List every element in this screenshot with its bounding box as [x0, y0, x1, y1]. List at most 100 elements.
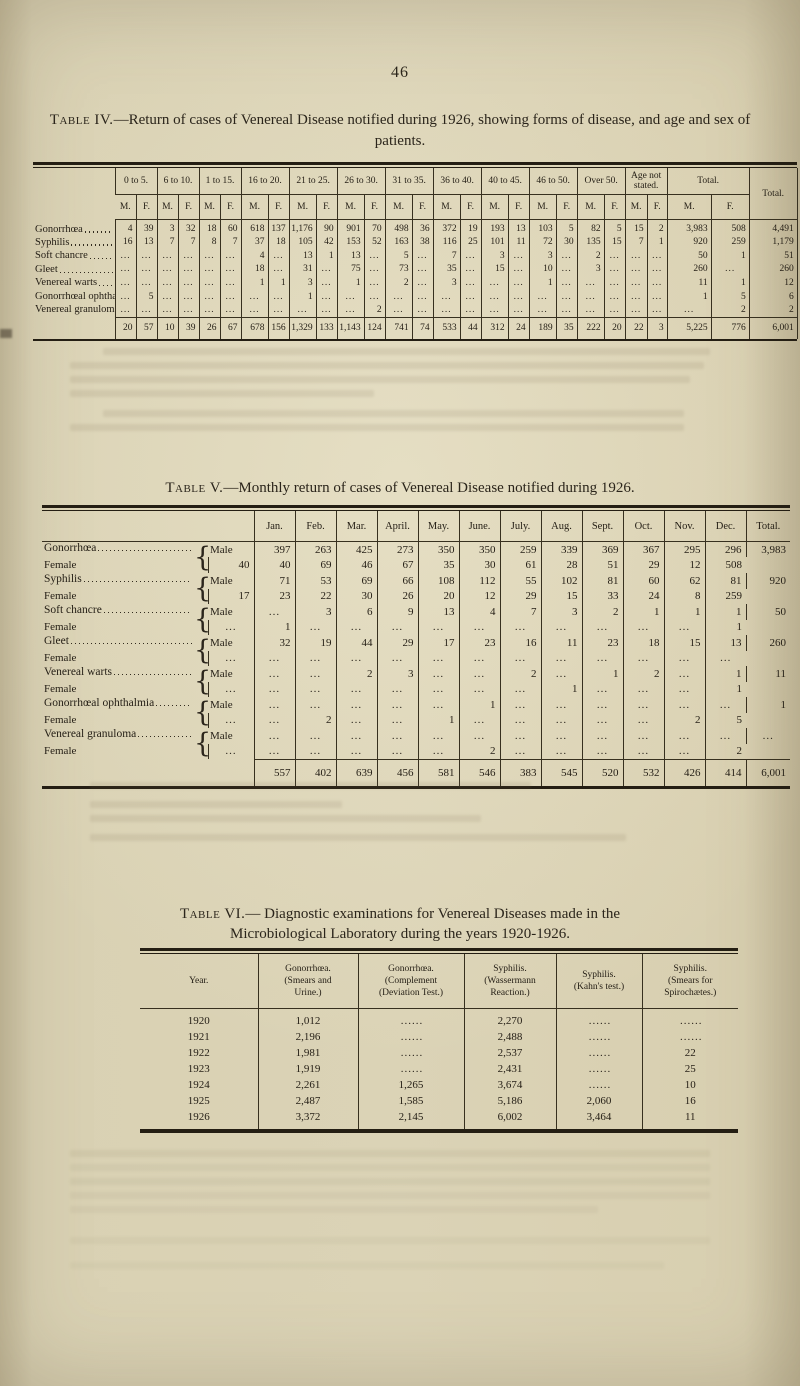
t5-male-label: Male	[210, 698, 233, 711]
t5-row-label: Syphilis	[42, 573, 194, 585]
t5-cell: 24	[622, 588, 664, 604]
t5-female-label: Female	[44, 559, 77, 572]
t4-cell: ...	[156, 289, 179, 304]
t4-cell: 1	[528, 276, 557, 290]
t4-cell: 1	[710, 249, 750, 263]
t4-cell: ...	[219, 303, 242, 318]
table4-sex-header-row: M. F. M. F. M. F. M. F. M. F. M. F. M. F. M. F. M. F. M. F.…	[33, 194, 797, 220]
t5-cell: ...	[663, 697, 705, 713]
t4-cell: ...	[480, 303, 509, 318]
t4-female-header: F.	[177, 194, 200, 220]
t4-cell: 3	[576, 262, 605, 277]
t4-cell: ...	[555, 303, 578, 318]
t5-cell: 2	[335, 666, 377, 682]
t5-row-label-text: Gonorrhœa	[44, 542, 97, 554]
t4-row-label: Venereal granuloma	[33, 303, 115, 316]
t4-cell: 19	[459, 219, 482, 236]
t4-age-group-header: 21 to 25.	[288, 168, 338, 195]
t4-cell: 25	[459, 235, 482, 250]
t5-brace: {	[194, 573, 208, 604]
t5-cell: 2	[704, 743, 746, 759]
t6-column-header: Year.	[140, 954, 258, 1009]
t5-cell: ...	[663, 666, 705, 682]
t5-cell: 15	[663, 635, 705, 651]
t5-cell: ...	[253, 728, 295, 744]
t4-cell: 50	[666, 249, 712, 263]
t5-cell: ...	[458, 619, 500, 635]
t4-column-total: 20	[603, 316, 626, 339]
t4-cell: 2	[363, 303, 386, 318]
t4-cell: ...	[603, 303, 626, 318]
t5-cell: ...	[294, 697, 336, 713]
t5-cell: ...	[663, 728, 705, 744]
t4-row-grand-total: 6	[748, 289, 798, 304]
t5-cell: ...	[253, 743, 295, 759]
t5-column-total: 383	[499, 758, 541, 786]
t5-cell: 263	[294, 541, 336, 558]
t5-cell: ...	[499, 619, 541, 635]
table6-title-line2: Microbiological Laboratory during the ye…	[230, 926, 570, 942]
t5-month-header: Nov.	[663, 511, 705, 542]
t5-row-label-text: Gleet	[44, 635, 69, 647]
t4-cell: ...	[459, 262, 482, 277]
t4-age-group-header: 40 to 45.	[480, 168, 530, 195]
t6-count-cell: ......	[357, 1008, 464, 1029]
t4-female-header: F.	[459, 194, 482, 220]
t5-cell: 11	[540, 635, 582, 651]
t4-cell: ...	[156, 276, 179, 290]
t5-cell: 339	[540, 541, 582, 558]
t5-cell: ...	[207, 650, 254, 666]
leader-dots	[89, 257, 113, 260]
t4-cell: ...	[411, 249, 434, 263]
t5-cell: ...	[253, 697, 295, 713]
t4-column-total: 44	[459, 316, 482, 339]
t5-cell: ...	[294, 728, 336, 744]
t4-disease-row: Gonorrhœal ophthalmia...5...............…	[33, 289, 798, 304]
t5-cell: ...	[294, 743, 336, 759]
t4-column-total: 533	[432, 316, 461, 339]
t4-cell: 508	[710, 219, 750, 236]
t4-row-label: Gleet	[33, 263, 115, 276]
t5-cell: 112	[458, 573, 500, 589]
t4-age-group-header: Total.	[666, 168, 750, 195]
t4-cell: ...	[459, 276, 482, 290]
t4-cell: ...	[198, 289, 221, 304]
t6-count-cell: 1,585	[357, 1093, 464, 1109]
t4-column-total: 741	[384, 316, 413, 339]
t4-cell: ...	[624, 276, 648, 290]
t4-cell: 103	[528, 219, 557, 236]
t6-year-cell: 1921	[187, 1031, 210, 1043]
t4-column-total: 26	[198, 316, 221, 339]
t6-column-header: Syphilis. (Kahn's test.)	[555, 954, 642, 1009]
t4-cell: ...	[156, 262, 179, 277]
t6-year-row: 1922 1,981...... 2,537...... 22	[140, 1045, 738, 1061]
t5-cell: 26	[376, 588, 418, 604]
t4-cell: ...	[177, 289, 200, 304]
t5-cell: 40	[207, 557, 254, 573]
t4-cell: ...	[432, 303, 461, 318]
t5-brace: {	[194, 666, 208, 697]
t5-cell: ...	[207, 619, 254, 635]
t4-cell: ...	[114, 249, 136, 263]
t5-cell: 29	[499, 588, 541, 604]
t5-cell: ...	[335, 743, 377, 759]
table6-body: 1920 1,012...... 2,270............ 1921 2,19…	[140, 1008, 738, 1129]
t5-cell: 4	[458, 604, 500, 620]
t5-cell: ...	[622, 681, 664, 697]
t4-row-label-text: Venereal granuloma	[35, 304, 115, 316]
t5-disease-row-male: Venereal warts{Male......23......2...12.…	[42, 666, 790, 697]
leader-dots	[59, 271, 113, 273]
t5-brace: {	[194, 542, 208, 573]
t5-cell: 13	[704, 635, 746, 651]
t4-male-header: M.	[115, 194, 136, 220]
t4-column-total: 24	[507, 316, 530, 339]
t5-row-label-text: Venereal granuloma	[44, 728, 137, 740]
t4-cell: ...	[432, 289, 461, 304]
t5-column-total: 581	[417, 758, 459, 786]
t5-cell: 369	[581, 541, 623, 558]
t5-cell: 17	[207, 588, 254, 604]
t5-column-total: 545	[540, 758, 582, 786]
t4-cell: ...	[624, 249, 648, 263]
t5-cell: 1	[704, 681, 746, 697]
t4-cell: 90	[315, 219, 338, 236]
